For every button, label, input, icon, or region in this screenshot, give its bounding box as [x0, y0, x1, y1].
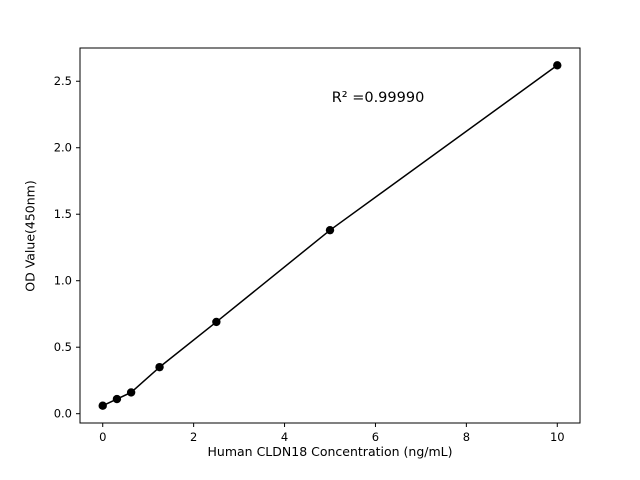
x-tick-label: 0	[99, 430, 106, 444]
y-tick-label: 0.0	[54, 407, 72, 421]
y-tick-label: 1.0	[54, 274, 72, 288]
data-point	[553, 61, 562, 70]
plot-frame	[79, 47, 581, 424]
data-point	[325, 225, 335, 235]
data-point	[212, 317, 221, 327]
r-squared-annotation: R² =0.99990	[331, 90, 425, 106]
y-tick-label: 1.5	[54, 207, 72, 221]
y-axis-label: OD Value(450nm)	[22, 180, 38, 292]
x-tick-label: 4	[281, 430, 288, 444]
y-tick-label: 2.5	[54, 74, 72, 88]
x-axis-label: Human CLDN18 Concentration (ng/mL)	[207, 444, 453, 459]
data-point	[98, 401, 107, 410]
data-point	[126, 388, 136, 397]
x-tick-label: 2	[190, 430, 197, 444]
data-point	[155, 362, 164, 372]
fit-line	[101, 64, 559, 407]
y-tick-label: 2.0	[54, 141, 72, 155]
x-tick-label: 8	[463, 430, 470, 444]
x-tick-label: 10	[550, 430, 565, 444]
y-tick-label: 0.5	[54, 340, 72, 354]
data-point	[112, 394, 122, 404]
x-tick-label: 6	[372, 430, 379, 444]
